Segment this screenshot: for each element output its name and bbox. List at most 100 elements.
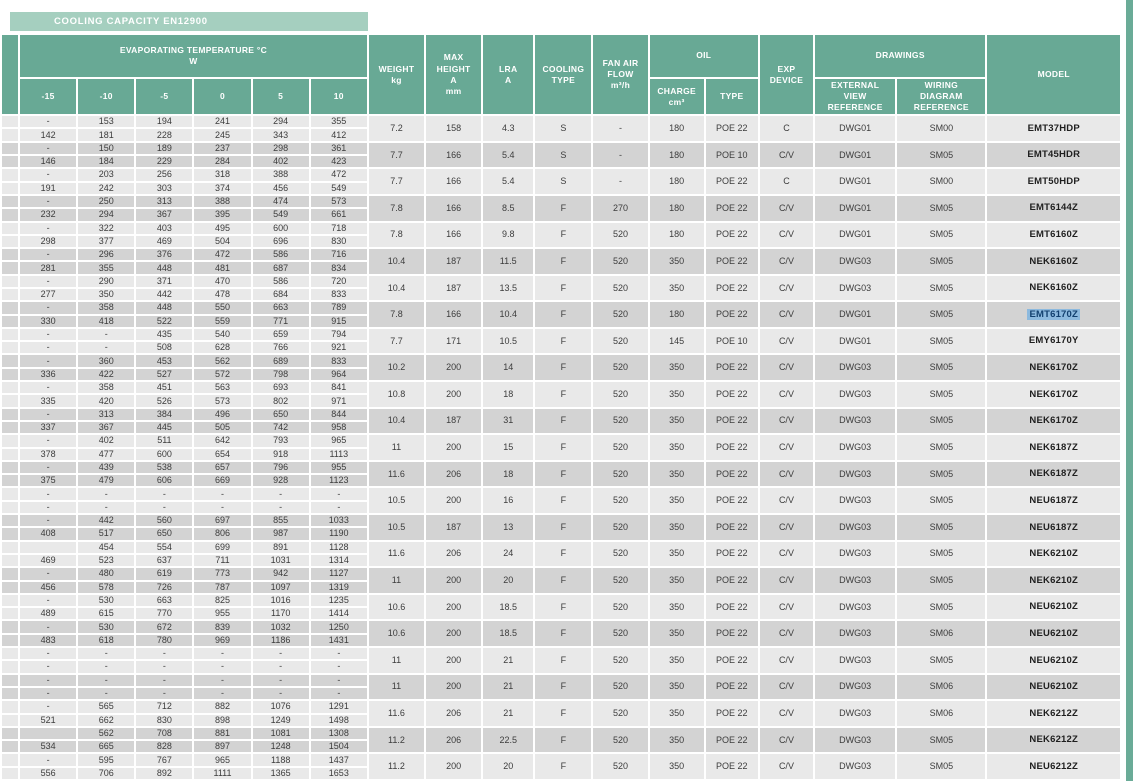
capacity-cell: 891 <box>252 541 309 553</box>
oil-charge-cell: 350 <box>649 355 704 381</box>
max-height-cell: 158 <box>426 116 482 141</box>
wiring-diagram-reference-cell: SM05 <box>897 515 986 540</box>
capacity-cell: 554 <box>136 541 193 553</box>
lra-cell: 10.4 <box>483 302 534 327</box>
capacity-cell: 1188 <box>252 754 309 766</box>
capacity-cell: - <box>194 501 251 514</box>
capacity-cell: - <box>20 488 77 500</box>
capacity-cell: 478 <box>194 289 251 301</box>
capacity-cell: 330 <box>20 315 77 327</box>
spacer-cell <box>2 116 19 128</box>
spacer-cell <box>2 581 19 593</box>
capacity-cell: - <box>20 568 77 580</box>
external-view-reference-cell: DWG01 <box>815 328 896 354</box>
table-row: -530 663 825 1016 1235 10.6 200 18.5 F 520 350 POE … <box>2 594 1120 620</box>
capacity-cell: 657 <box>194 461 251 474</box>
capacity-cell: 572 <box>194 368 251 381</box>
capacity-cell: 696 <box>252 235 309 248</box>
wiring-diagram-reference-cell: SM05 <box>897 302 986 327</box>
table-row: 562 708 881 1081 1308 11.2 206 22.5 F 520 350 POE 2… <box>2 727 1120 753</box>
capacity-cell: - <box>136 674 193 686</box>
model-cell: NEK6210Z <box>987 568 1120 593</box>
cooling-type-cell: F <box>535 222 592 248</box>
fan-air-flow-cell: 520 <box>593 222 648 248</box>
max-height-cell: 187 <box>426 408 482 434</box>
capacity-cell: 789 <box>310 302 367 314</box>
wiring-diagram-reference-cell: SM05 <box>897 328 986 354</box>
spacer-cell <box>2 621 19 633</box>
model-cell: NEK6187Z <box>987 461 1120 487</box>
cooling-capacity-title: COOLING CAPACITY EN12900 <box>54 16 208 27</box>
table-row-second-line: ------ <box>2 501 1120 514</box>
capacity-cell: 371 <box>136 275 193 287</box>
capacity-cell: 469 <box>20 554 77 567</box>
table-row-second-line: - -508 628 766 921 <box>2 342 1120 354</box>
capacity-cell: 142 <box>20 129 77 141</box>
oil-charge-cell: 180 <box>649 302 704 327</box>
capacity-cell: 802 <box>252 395 309 407</box>
model-cell: EMY6170Y <box>987 328 1120 354</box>
fan-air-flow-column-header: FAN AIR FLOW m³/h <box>593 35 648 115</box>
exp-device-cell: C/V <box>759 142 814 168</box>
capacity-cell: 773 <box>194 568 251 580</box>
weight-cell: 11.6 <box>368 541 425 567</box>
capacity-cell: 477 <box>78 448 135 460</box>
capacity-cell: - <box>194 687 251 700</box>
capacity-cell: 232 <box>20 209 77 221</box>
oil-type-cell: POE 10 <box>705 142 758 168</box>
capacity-cell: 402 <box>78 435 135 447</box>
wiring-diagram-reference-cell: SM05 <box>897 275 986 301</box>
max-height-cell: 200 <box>426 435 482 460</box>
external-view-reference-cell: DWG03 <box>815 754 896 779</box>
capacity-cell: 250 <box>78 195 135 208</box>
oil-type-cell: POE 22 <box>705 302 758 327</box>
capacity-cell: - <box>20 195 77 208</box>
spacer-cell <box>2 687 19 700</box>
oil-type-cell: POE 10 <box>705 328 758 354</box>
capacity-cell: - <box>194 661 251 673</box>
external-view-reference-cell: DWG01 <box>815 142 896 168</box>
cooling-type-cell: F <box>535 568 592 593</box>
capacity-cell: - <box>252 648 309 660</box>
oil-charge-cell: 180 <box>649 195 704 221</box>
capacity-cell: 684 <box>252 289 309 301</box>
cooling-type-cell: F <box>535 328 592 354</box>
capacity-cell: 1319 <box>310 581 367 593</box>
weight-cell: 11 <box>368 435 425 460</box>
model-cell: EMT6160Z <box>987 222 1120 248</box>
capacity-cell: 771 <box>252 315 309 327</box>
capacity-cell: 448 <box>136 302 193 314</box>
model-cell: EMT45HDR <box>987 142 1120 168</box>
exp-device-cell: C/V <box>759 541 814 567</box>
fan-air-flow-cell: 520 <box>593 727 648 753</box>
capacity-cell: - <box>252 661 309 673</box>
oil-type-column-header: TYPE <box>705 79 758 115</box>
capacity-cell: 375 <box>20 475 77 487</box>
wiring-diagram-reference-cell: SM05 <box>897 568 986 593</box>
oil-charge-cell: 350 <box>649 515 704 540</box>
capacity-cell: 1033 <box>310 515 367 527</box>
capacity-cell: 511 <box>136 435 193 447</box>
capacity-cell: 882 <box>194 701 251 713</box>
table-row: -439 538 657 796 955 11.6 206 18 F 520 350 POE 22 C/… <box>2 461 1120 487</box>
oil-charge-cell: 180 <box>649 116 704 141</box>
capacity-cell: 711 <box>194 554 251 567</box>
capacity-cell: 277 <box>20 289 77 301</box>
spacer-cell <box>2 315 19 327</box>
capacity-cell: - <box>194 488 251 500</box>
table-row: -322 403 495 600 718 7.8 166 9.8 F 520 180 POE 22 C/… <box>2 222 1120 248</box>
oil-charge-cell: 350 <box>649 594 704 620</box>
capacity-cell: 367 <box>78 421 135 434</box>
exp-device-cell: C/V <box>759 328 814 354</box>
table-row: -358 448 550 663 789 7.8 166 10.4 F 520 180 POE 22 C… <box>2 302 1120 327</box>
capacity-cell: 969 <box>194 634 251 647</box>
oil-charge-cell: 350 <box>649 275 704 301</box>
capacity-cell: 423 <box>310 156 367 168</box>
weight-cell: 7.7 <box>368 169 425 194</box>
capacity-cell: 600 <box>136 448 193 460</box>
oil-charge-column-header: CHARGE cm³ <box>649 79 704 115</box>
fan-air-flow-cell: 520 <box>593 249 648 274</box>
capacity-cell: 839 <box>194 621 251 633</box>
external-view-reference-cell: DWG01 <box>815 195 896 221</box>
capacity-cell: 496 <box>194 408 251 420</box>
